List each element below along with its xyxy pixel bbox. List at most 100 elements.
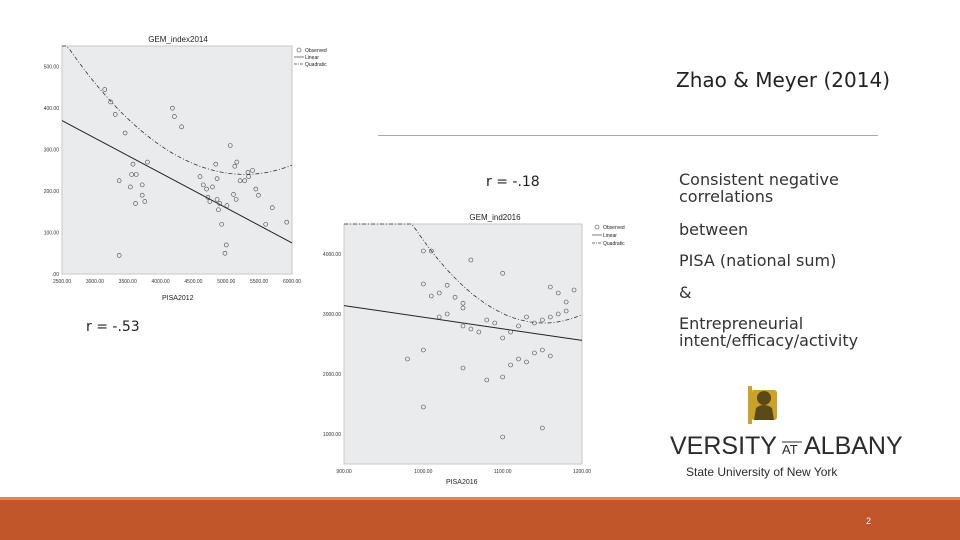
data-point [571, 287, 577, 293]
data-point [460, 305, 466, 311]
data-point [213, 161, 219, 167]
data-point [421, 281, 426, 287]
data-point [256, 192, 261, 198]
quadratic-fit-line [344, 223, 583, 324]
data-point [128, 184, 133, 190]
data-point [142, 199, 148, 204]
bullet-3: PISA (national sum) [679, 251, 837, 270]
logo-wordmark-at: AT [782, 442, 798, 457]
minerva-emblem-icon [748, 386, 777, 424]
linear-fit-line [61, 120, 293, 244]
plot-area [61, 45, 293, 275]
y-tick-label: 3000.00 [323, 312, 341, 318]
data-point [460, 300, 466, 306]
data-point [116, 253, 122, 258]
data-point [263, 221, 269, 227]
y-tick-label: 500.00 [44, 65, 60, 71]
data-point [179, 124, 184, 130]
data-point [222, 250, 228, 256]
data-point [492, 320, 498, 326]
correlation-label-2014: r = -.53 [86, 319, 140, 335]
data-point [516, 356, 521, 362]
y-tick-label: 300.00 [44, 148, 60, 154]
x-tick-label: 4500.00 [184, 279, 202, 285]
data-point [219, 221, 224, 227]
logo-wordmark-albany: ALBANY [804, 432, 903, 460]
plot-area [343, 223, 583, 465]
data-point [500, 335, 505, 341]
data-point [508, 362, 513, 368]
x-tick-label: 6000.00 [283, 279, 301, 285]
data-point [207, 199, 213, 204]
data-point [197, 174, 203, 179]
data-point [133, 201, 138, 206]
legend-observed-icon [594, 224, 600, 230]
data-point [428, 248, 434, 254]
bullet-2: between [679, 220, 749, 239]
x-tick-label: 1200.00 [573, 469, 591, 475]
data-point [500, 434, 505, 440]
data-point [224, 203, 230, 208]
legend-observed: Observed [305, 48, 327, 54]
data-point [468, 326, 474, 332]
data-point [555, 311, 561, 317]
data-point [214, 176, 220, 181]
data-point [547, 314, 553, 320]
data-point [421, 347, 426, 353]
chart-title: GEM_index2014 [148, 35, 208, 44]
data-point [102, 87, 108, 92]
data-point [460, 365, 466, 371]
chart-gem-index-2014: GEM_index2014 PISA2012 .00 100.00 200.00 30… [28, 30, 348, 305]
data-point [233, 197, 239, 202]
y-tick-label: 100.00 [44, 231, 60, 237]
data-point [216, 207, 221, 213]
legend-linear: Linear [603, 233, 617, 239]
data-point [170, 105, 175, 111]
linear-fit-line [343, 305, 583, 341]
y-tick-label: .00 [52, 272, 59, 278]
data-point [468, 257, 474, 263]
data-point [237, 178, 243, 184]
x-axis-label: PISA2016 [446, 479, 478, 486]
data-point [547, 353, 553, 359]
data-point [242, 178, 247, 184]
data-point [204, 186, 209, 192]
data-point [508, 329, 513, 335]
data-point [436, 314, 442, 320]
data-point [234, 159, 240, 165]
data-point [532, 350, 537, 356]
data-point [540, 425, 545, 431]
data-point [421, 404, 426, 410]
university-logo: VERSITY AT ALBANY State University of Ne… [670, 386, 903, 479]
x-tick-label: 3000.00 [86, 279, 104, 285]
data-point [108, 99, 113, 105]
data-point [452, 294, 458, 300]
x-tick-label: 5500.00 [250, 279, 268, 285]
data-point [476, 329, 482, 335]
data-point [227, 143, 233, 148]
legend-observed: Observed [603, 225, 625, 231]
data-point [200, 182, 206, 188]
data-point [500, 270, 505, 276]
y-tick-label: 2000.00 [323, 372, 341, 378]
data-point [484, 317, 490, 323]
data-point [130, 161, 136, 167]
data-point [460, 323, 466, 329]
chart-gem-ind-2016: GEM_ind2016 PISA2016 1000.00 2000.00 3000.… [310, 208, 635, 488]
data-point [250, 168, 255, 173]
x-tick-label: 2500.00 [53, 279, 71, 285]
data-point [139, 182, 145, 188]
data-point [555, 290, 561, 296]
data-point [245, 170, 251, 175]
data-point [547, 284, 553, 290]
data-point [516, 323, 521, 329]
y-tick-label: 200.00 [44, 189, 60, 195]
data-point [210, 184, 215, 190]
data-point [500, 374, 505, 380]
x-axis-label: PISA2012 [162, 295, 194, 302]
chart-title: GEM_ind2016 [469, 213, 521, 222]
slide-title: Zhao & Meyer (2014) [676, 68, 890, 92]
bullet-5: Entrepreneurial intent/efficacy/activity [679, 314, 859, 350]
data-point [269, 205, 275, 210]
data-point [524, 359, 529, 365]
